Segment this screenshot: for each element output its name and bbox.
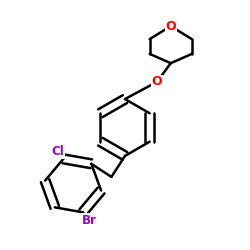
Text: O: O — [166, 20, 176, 32]
Text: O: O — [152, 75, 162, 88]
Text: Br: Br — [82, 214, 96, 227]
Text: Cl: Cl — [52, 146, 64, 158]
